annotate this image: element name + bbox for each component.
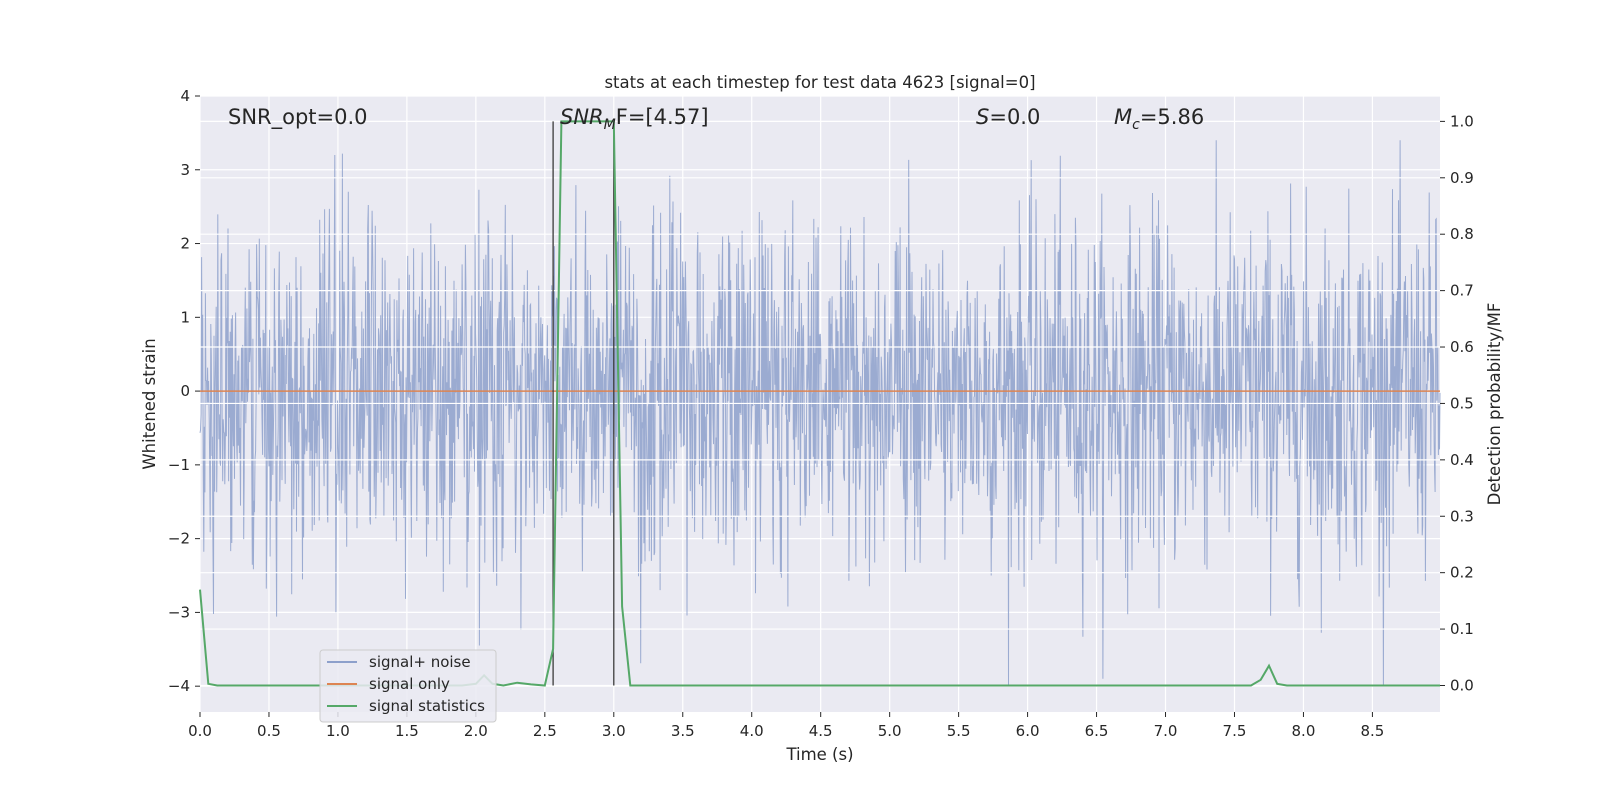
y-tick-label: −3 <box>168 603 190 621</box>
s-annotation: S=0.0 <box>976 105 1040 129</box>
y-tick-label: 2 <box>180 235 190 253</box>
y-right-tick-label: 0.5 <box>1450 394 1474 412</box>
legend-label-signal-only: signal only <box>369 675 450 693</box>
mc-value: =5.86 <box>1140 105 1204 129</box>
x-tick-label: 3.5 <box>671 722 695 740</box>
y-right-tick-label: 0.0 <box>1450 676 1474 694</box>
x-tick-label: 7.5 <box>1223 722 1247 740</box>
snr-mf-annotation: SNRMF=[4.57] <box>560 105 709 133</box>
x-tick-label: 0.0 <box>188 722 212 740</box>
y-tick-label: 3 <box>180 161 190 179</box>
axis-ticks: 0.0 0.5 1.0 1.5 2.0 2.5 3.0 3.5 4.0 4.5 5.0 5.5 6.0 6… <box>168 87 1474 740</box>
x-tick-label: 7.0 <box>1154 722 1178 740</box>
x-tick-label: 4.0 <box>740 722 764 740</box>
y-tick-label: −1 <box>168 456 190 474</box>
snr-opt-annotation: SNR_opt=0.0 <box>228 105 368 130</box>
x-tick-label: 0.5 <box>257 722 281 740</box>
y-right-tick-label: 0.7 <box>1450 282 1474 300</box>
y-right-axis-label: Detection probability/MF <box>1485 303 1504 506</box>
x-tick-label: 8.5 <box>1360 722 1384 740</box>
x-tick-label: 5.5 <box>947 722 971 740</box>
x-tick-label: 1.5 <box>395 722 419 740</box>
legend-label-signal-noise: signal+ noise <box>369 653 471 671</box>
y-tick-label: 4 <box>180 87 190 105</box>
y-tick-label: −4 <box>168 677 190 695</box>
snr-mf-symbol: SNR <box>560 105 604 129</box>
x-tick-label: 6.5 <box>1085 722 1109 740</box>
snr-mf-subscript: M <box>604 117 616 133</box>
x-tick-label: 1.0 <box>326 722 350 740</box>
legend: signal+ noise signal only signal statist… <box>319 649 497 723</box>
y-right-tick-label: 0.8 <box>1450 225 1474 243</box>
y-right-tick-label: 1.0 <box>1450 112 1474 130</box>
mc-symbol: M <box>1114 105 1132 129</box>
x-tick-label: 8.0 <box>1292 722 1316 740</box>
mc-annotation: Mc=5.86 <box>1114 105 1204 133</box>
y-right-tick-label: 0.9 <box>1450 169 1474 187</box>
legend-label-signal-statistics: signal statistics <box>369 697 485 715</box>
chart-title: stats at each timestep for test data 462… <box>604 73 1035 92</box>
s-symbol: S <box>976 105 989 129</box>
snr-mf-value: F=[4.57] <box>616 105 709 129</box>
x-tick-label: 3.0 <box>602 722 626 740</box>
y-right-tick-label: 0.4 <box>1450 451 1474 469</box>
y-axis-label: Whitened strain <box>140 338 159 469</box>
x-tick-label: 2.5 <box>533 722 557 740</box>
x-tick-label: 6.0 <box>1016 722 1040 740</box>
y-tick-label: 1 <box>180 308 190 326</box>
y-right-tick-label: 0.6 <box>1450 338 1474 356</box>
y-tick-label: −2 <box>168 530 190 548</box>
x-axis-label: Time (s) <box>785 745 853 764</box>
mc-subscript: c <box>1132 117 1140 133</box>
legend-box <box>319 649 497 723</box>
x-tick-label: 4.5 <box>809 722 833 740</box>
s-value: =0.0 <box>989 105 1040 129</box>
y-right-tick-label: 0.1 <box>1450 620 1474 638</box>
x-tick-label: 5.0 <box>878 722 902 740</box>
y-right-tick-label: 0.3 <box>1450 507 1474 525</box>
y-tick-label: 0 <box>180 382 190 400</box>
y-right-tick-label: 0.2 <box>1450 564 1474 582</box>
x-tick-label: 2.0 <box>464 722 488 740</box>
